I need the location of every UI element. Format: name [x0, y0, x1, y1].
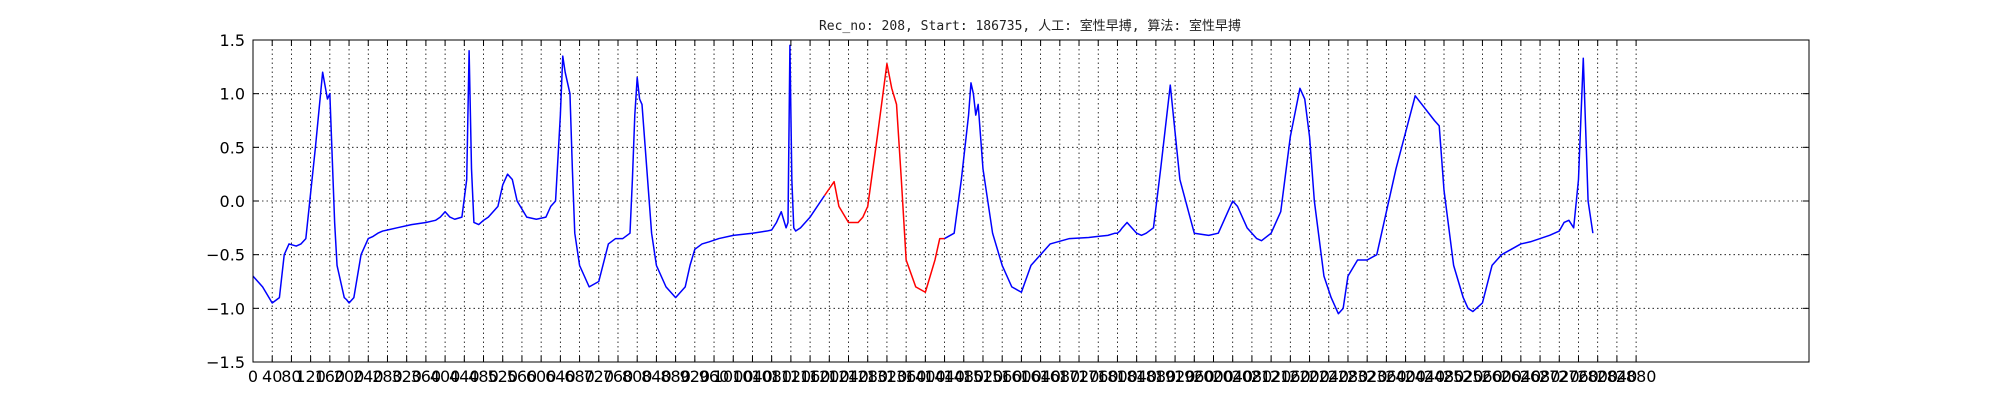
series-layer [252, 44, 1594, 315]
x-tick-label: 960 [699, 367, 730, 386]
x-tick-label: 1360 [886, 367, 927, 386]
x-tick-label: 800 [622, 367, 653, 386]
x-tick-label: 320 [391, 367, 422, 386]
x-tick-label: 2400 [1385, 367, 1426, 386]
x-tick-label: 1400 [905, 367, 946, 386]
x-tick-label: 1600 [1001, 367, 1042, 386]
x-tick-label: 120 [295, 367, 326, 386]
x-tick-label: 1320 [867, 367, 908, 386]
x-tick-label: 0 [248, 367, 258, 386]
x-tick-label: 2440 [1404, 367, 1445, 386]
x-tick-label: 2280 [1328, 367, 1369, 386]
x-tick-label: 1680 [1039, 367, 1080, 386]
x-tick-label: 920 [680, 367, 711, 386]
grid-layer [253, 40, 1809, 362]
x-tick-label: 2600 [1481, 367, 1522, 386]
x-tick-label: 1880 [1136, 367, 1177, 386]
x-tick-label: 1640 [1020, 367, 1061, 386]
x-tick-label: 560 [507, 367, 538, 386]
x-tick-label: 1520 [963, 367, 1004, 386]
x-tick-label: 1160 [790, 367, 831, 386]
x-tick-label: 2040 [1212, 367, 1253, 386]
x-tick-label: 160 [315, 367, 346, 386]
x-tick-label: 2840 [1597, 367, 1638, 386]
x-tick-label: 2000 [1193, 367, 1234, 386]
ecg-trace-segment-3 [944, 57, 1594, 315]
x-tick-label: 1840 [1116, 367, 1157, 386]
x-tick-label: 2640 [1500, 367, 1541, 386]
x-tick-label: 880 [660, 367, 691, 386]
x-tick-label: 2160 [1270, 367, 1311, 386]
x-tick-label: 40 [262, 367, 282, 386]
x-tick-label: 400 [430, 367, 461, 386]
y-tick-label: −1.0 [206, 299, 245, 318]
x-tick-label: 2080 [1232, 367, 1273, 386]
y-tick-label: 1.5 [220, 31, 245, 50]
x-tick-label: 200 [334, 367, 365, 386]
x-tick-label: 680 [564, 367, 595, 386]
x-tick-label: 2800 [1577, 367, 1618, 386]
y-tick-label: 0.5 [220, 138, 245, 157]
x-tick-label: 2520 [1443, 367, 1484, 386]
x-tick-label: 2240 [1308, 367, 1349, 386]
x-tick-label: 1800 [1097, 367, 1138, 386]
x-tick-label: 840 [641, 367, 672, 386]
x-tick-label: 360 [411, 367, 442, 386]
x-tick-label: 440 [449, 367, 480, 386]
x-tick-label: 2200 [1289, 367, 1330, 386]
x-tick-label: 600 [526, 367, 557, 386]
x-tick-label: 2360 [1366, 367, 1407, 386]
x-tick-label: 1920 [1155, 367, 1196, 386]
x-tick-label: 720 [584, 367, 615, 386]
x-tick-label: 2480 [1424, 367, 1465, 386]
x-tick-label: 2880 [1616, 367, 1657, 386]
x-tick-label: 2720 [1539, 367, 1580, 386]
x-tick-label: 640 [545, 367, 576, 386]
x-tick-label: 1720 [1059, 367, 1100, 386]
ecg-trace-segment-1 [252, 44, 826, 304]
x-tick-label: 280 [372, 367, 403, 386]
x-tick-label: 80 [281, 367, 301, 386]
y-tick-label: 0.0 [220, 192, 245, 211]
y-tick-label: −1.5 [206, 353, 245, 372]
x-tick-label: 1480 [943, 367, 984, 386]
x-tick-label: 480 [468, 367, 499, 386]
x-tick-label: 1240 [828, 367, 869, 386]
chart-title: Rec_no: 208, Start: 186735, 人工: 室性早搏, 算法… [819, 18, 1241, 34]
x-tick-label: 760 [603, 367, 634, 386]
x-tick-label: 240 [353, 367, 384, 386]
y-tick-label: 1.0 [220, 85, 245, 104]
x-tick-label: 1080 [751, 367, 792, 386]
ecg-trace-segment-2 [823, 62, 945, 293]
x-tick-label: 520 [487, 367, 518, 386]
x-axis: 0 408012016020024028032036040044048052056… [248, 40, 1657, 386]
x-tick-label: 1440 [924, 367, 965, 386]
x-tick-label: 2760 [1558, 367, 1599, 386]
x-tick-label: 1960 [1174, 367, 1215, 386]
x-tick-label: 1760 [1078, 367, 1119, 386]
x-tick-label: 1560 [982, 367, 1023, 386]
x-tick-label: 1280 [847, 367, 888, 386]
y-tick-label: −0.5 [206, 246, 245, 265]
x-tick-label: 1000 [713, 367, 754, 386]
x-tick-label: 1040 [732, 367, 773, 386]
x-tick-label: 2680 [1520, 367, 1561, 386]
y-axis: −1.5 −1.0 −0.5 0.0 0.5 1.0 1.5 [206, 31, 1809, 372]
x-tick-label: 2560 [1462, 367, 1503, 386]
x-tick-label: 1200 [809, 367, 850, 386]
x-tick-label: 1120 [771, 367, 812, 386]
x-tick-label: 2120 [1251, 367, 1292, 386]
x-tick-label: 2320 [1347, 367, 1388, 386]
